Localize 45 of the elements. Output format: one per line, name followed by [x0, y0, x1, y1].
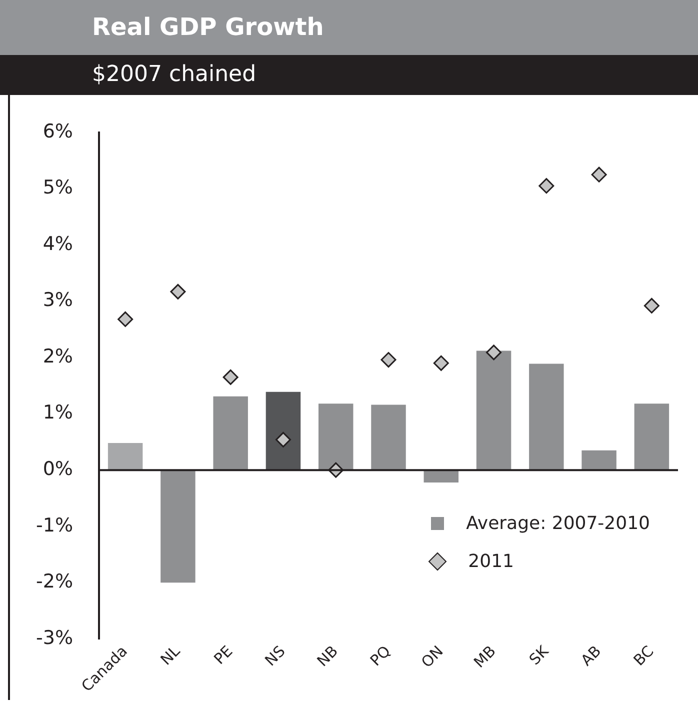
x-tick-label: SK — [526, 641, 553, 669]
y-tick-label: 4% — [42, 232, 73, 255]
bar — [424, 470, 459, 482]
y-tick-label: 6% — [42, 120, 73, 142]
bar — [108, 443, 143, 470]
point — [486, 344, 502, 360]
bar — [529, 364, 564, 470]
point — [118, 311, 134, 327]
bar — [213, 396, 248, 470]
legend-label: 2011 — [468, 550, 514, 572]
point — [538, 178, 554, 194]
y-tick-label: 2% — [42, 345, 73, 368]
legend-label: Average: 2007-2010 — [466, 512, 650, 534]
point — [591, 166, 607, 182]
y-tick-label: 1% — [42, 402, 73, 424]
y-tick-label: 5% — [42, 176, 73, 199]
x-tick-label: PQ — [366, 642, 394, 670]
point — [222, 369, 238, 385]
point — [433, 355, 449, 371]
y-tick-label: 0% — [42, 458, 73, 480]
x-tick-label: ON — [418, 642, 447, 672]
x-tick-label: MB — [470, 642, 500, 672]
point — [170, 284, 186, 300]
point — [380, 352, 396, 368]
chart-title: Real GDP Growth — [0, 0, 698, 55]
x-tick-label: NS — [261, 642, 289, 670]
x-tick-label: BC — [630, 642, 658, 670]
bar — [266, 392, 301, 470]
x-tick-label: AB — [577, 642, 605, 670]
bar — [476, 350, 512, 470]
point — [644, 298, 660, 314]
x-tick-label: NB — [314, 642, 342, 670]
bar — [371, 404, 406, 470]
bar — [318, 404, 354, 470]
point — [275, 432, 291, 448]
y-tick-label: -1% — [36, 514, 73, 536]
bar — [160, 470, 196, 583]
y-tick-label: 3% — [42, 289, 73, 312]
y-tick-label: -2% — [36, 570, 73, 593]
x-tick-label: PE — [210, 642, 236, 668]
bar — [582, 450, 616, 470]
chart-subtitle: $2007 chained — [0, 55, 698, 95]
x-tick-label: NL — [156, 642, 184, 669]
bar — [634, 404, 670, 470]
y-tick-label: -3% — [36, 626, 73, 649]
